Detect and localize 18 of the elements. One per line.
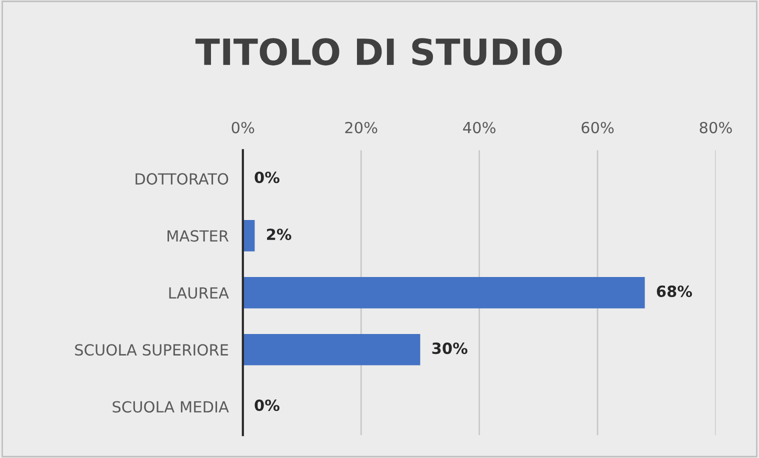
- data-label: 0%: [254, 399, 280, 412]
- x-tick-label: 40%: [463, 122, 496, 134]
- bar: [242, 276, 645, 308]
- x-tick-label: 60%: [582, 122, 614, 134]
- y-tick-label: SCUOLA MEDIA: [112, 401, 229, 413]
- data-label: 68%: [656, 286, 692, 298]
- x-tick-label: 20%: [345, 122, 378, 134]
- y-tick-label: MASTER: [168, 230, 229, 242]
- y-tick-label: DOTTORATO: [136, 173, 228, 185]
- data-label: 0%: [254, 172, 280, 184]
- data-label: 30%: [432, 342, 468, 354]
- data-label: 2%: [267, 228, 292, 240]
- chart-title: TITOLO DI STUDIO: [195, 38, 562, 66]
- y-tick-label: LAUREA: [169, 287, 229, 299]
- x-tick-label: 0%: [232, 122, 254, 134]
- y-tick-label: SCUOLA SUPERIORE: [75, 344, 228, 356]
- bar: [242, 334, 420, 366]
- x-tick-label: 80%: [700, 122, 732, 134]
